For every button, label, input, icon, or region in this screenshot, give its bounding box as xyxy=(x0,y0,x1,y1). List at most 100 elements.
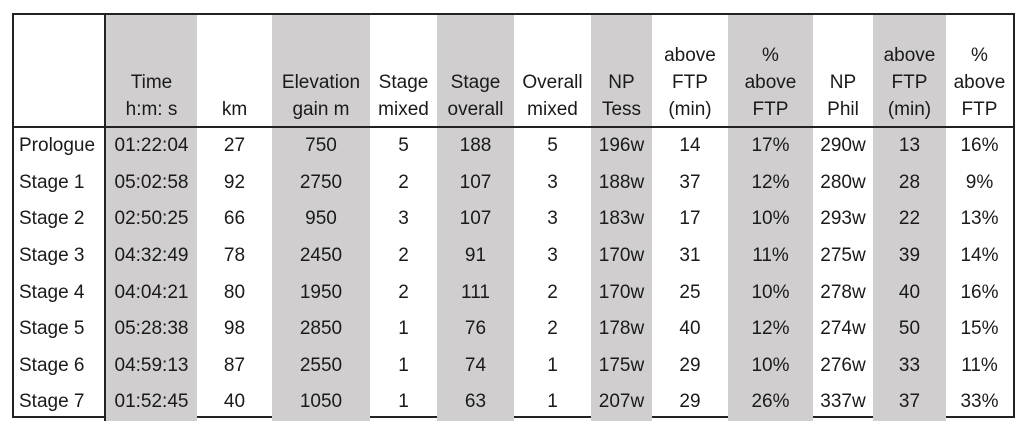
table-cell: 11% xyxy=(728,237,813,275)
table-cell: 27 xyxy=(223,135,246,157)
table-cell: 92 xyxy=(223,171,246,193)
table-cell: 1 xyxy=(547,354,558,376)
table-cell: 66 xyxy=(223,208,246,230)
table-row: Stage 1 05:02:58 92 2750 2 107 3 188w 37 12% 280w 2… xyxy=(14,164,1013,202)
table-cell: 10% xyxy=(728,201,813,238)
stage-name-cell: Stage 5 xyxy=(14,310,106,348)
table-cell: 98 xyxy=(223,318,246,340)
table-cell: 13% xyxy=(960,208,999,230)
table-cell: 107 xyxy=(437,201,514,238)
table-cell: 276w xyxy=(820,354,866,376)
table-cell: 80 xyxy=(223,281,246,303)
table-cell: 2 xyxy=(398,171,409,193)
table-cell: 37 xyxy=(679,171,701,193)
stage-results-table: Time h:m: s km Elevation gain m Stage mixed… xyxy=(14,15,1013,421)
table-cell: 207w xyxy=(591,384,652,421)
table-cell: 50 xyxy=(873,310,946,348)
table-cell: 950 xyxy=(272,201,370,238)
table-cell: 40 xyxy=(679,318,701,340)
table-cell: 2750 xyxy=(272,164,370,202)
table-cell: 10% xyxy=(728,347,813,385)
header-row: Time h:m: s km Elevation gain m Stage mixed… xyxy=(14,15,1013,128)
header-cell: NP Phil xyxy=(813,15,873,128)
table-cell: 37 xyxy=(873,384,946,421)
table-cell: 3 xyxy=(547,245,558,267)
table-cell: 25 xyxy=(679,281,701,303)
header-cell: % above FTP xyxy=(946,15,1013,128)
table-cell: 1 xyxy=(398,391,409,413)
header-cell: above FTP (min) xyxy=(652,15,728,128)
stage-results-table-frame: Time h:m: s km Elevation gain m Stage mixed… xyxy=(12,13,1015,421)
table-cell: 10% xyxy=(728,274,813,311)
table-cell: 9% xyxy=(965,171,994,193)
table-cell: 293w xyxy=(820,208,866,230)
table-cell: 278w xyxy=(820,281,866,303)
table-row: Stage 2 02:50:25 66 950 3 107 3 183w 17 10% 293w 22… xyxy=(14,201,1013,238)
header-cell: Stage mixed xyxy=(370,15,437,128)
table-cell: 05:28:38 xyxy=(105,310,197,348)
header-cell: NP Tess xyxy=(591,15,652,128)
stage-name-cell: Stage 1 xyxy=(14,164,106,202)
header-cell: Elevation gain m xyxy=(272,15,370,128)
table-cell: 04:59:13 xyxy=(105,347,197,385)
table-cell: 91 xyxy=(437,237,514,275)
table-cell: 63 xyxy=(437,384,514,421)
table-cell: 01:52:45 xyxy=(105,384,197,421)
table-cell: 76 xyxy=(437,310,514,348)
table-row: Stage 6 04:59:13 87 2550 1 74 1 175w 29 10% 276w 33… xyxy=(14,347,1013,385)
table-row: Stage 7 01:52:45 40 1050 1 63 1 207w 29 26% 337w 37… xyxy=(14,384,1013,421)
table-cell: 111 xyxy=(437,274,514,311)
table-cell: 2 xyxy=(398,281,409,303)
table-cell: 05:02:58 xyxy=(105,164,197,202)
table-cell: 188 xyxy=(437,127,514,165)
table-cell: 39 xyxy=(873,237,946,275)
table-cell: 14 xyxy=(679,135,701,157)
table-cell: 196w xyxy=(591,127,652,165)
stage-name-cell: Stage 2 xyxy=(14,201,106,238)
table-cell: 275w xyxy=(820,245,866,267)
header-cell: Stage overall xyxy=(437,15,514,128)
table-cell: 04:04:21 xyxy=(105,274,197,311)
table-cell: 33% xyxy=(960,391,999,413)
table-cell: 290w xyxy=(820,135,866,157)
stage-name-cell: Stage 7 xyxy=(14,384,106,421)
table-cell: 33 xyxy=(873,347,946,385)
table-cell: 12% xyxy=(728,164,813,202)
table-cell: 2850 xyxy=(272,310,370,348)
table-cell: 01:22:04 xyxy=(105,127,197,165)
table-cell: 3 xyxy=(547,208,558,230)
table-cell: 16% xyxy=(960,135,999,157)
table-cell: 178w xyxy=(591,310,652,348)
stage-name-cell: Stage 6 xyxy=(14,347,106,385)
table-cell: 5 xyxy=(398,135,409,157)
table-header: Time h:m: s km Elevation gain m Stage mixed… xyxy=(14,15,1013,128)
table-cell: 175w xyxy=(591,347,652,385)
table-cell: 17% xyxy=(728,127,813,165)
table-cell: 1950 xyxy=(272,274,370,311)
table-cell: 12% xyxy=(728,310,813,348)
table-cell: 2 xyxy=(547,281,558,303)
table-cell: 2 xyxy=(398,245,409,267)
table-cell: 107 xyxy=(437,164,514,202)
table-cell: 40 xyxy=(223,391,246,413)
table-cell: 2450 xyxy=(272,237,370,275)
table-cell: 170w xyxy=(591,237,652,275)
table-row: Stage 3 04:32:49 78 2450 2 91 3 170w 31 11% 275w 39… xyxy=(14,237,1013,275)
header-cell-stage xyxy=(14,15,106,128)
table-cell: 274w xyxy=(820,318,866,340)
table-cell: 31 xyxy=(679,245,701,267)
table-cell: 2550 xyxy=(272,347,370,385)
table-cell: 22 xyxy=(873,201,946,238)
table-cell: 26% xyxy=(728,384,813,421)
stage-name-cell: Stage 4 xyxy=(14,274,106,311)
table-cell: 04:32:49 xyxy=(105,237,197,275)
table-cell: 2 xyxy=(547,318,558,340)
table-cell: 13 xyxy=(873,127,946,165)
table-cell: 29 xyxy=(679,391,701,413)
header-cell: % above FTP xyxy=(728,15,813,128)
table-cell: 1050 xyxy=(272,384,370,421)
table-cell: 3 xyxy=(547,171,558,193)
table-cell: 15% xyxy=(960,318,999,340)
table-cell: 29 xyxy=(679,354,701,376)
table-cell: 28 xyxy=(873,164,946,202)
